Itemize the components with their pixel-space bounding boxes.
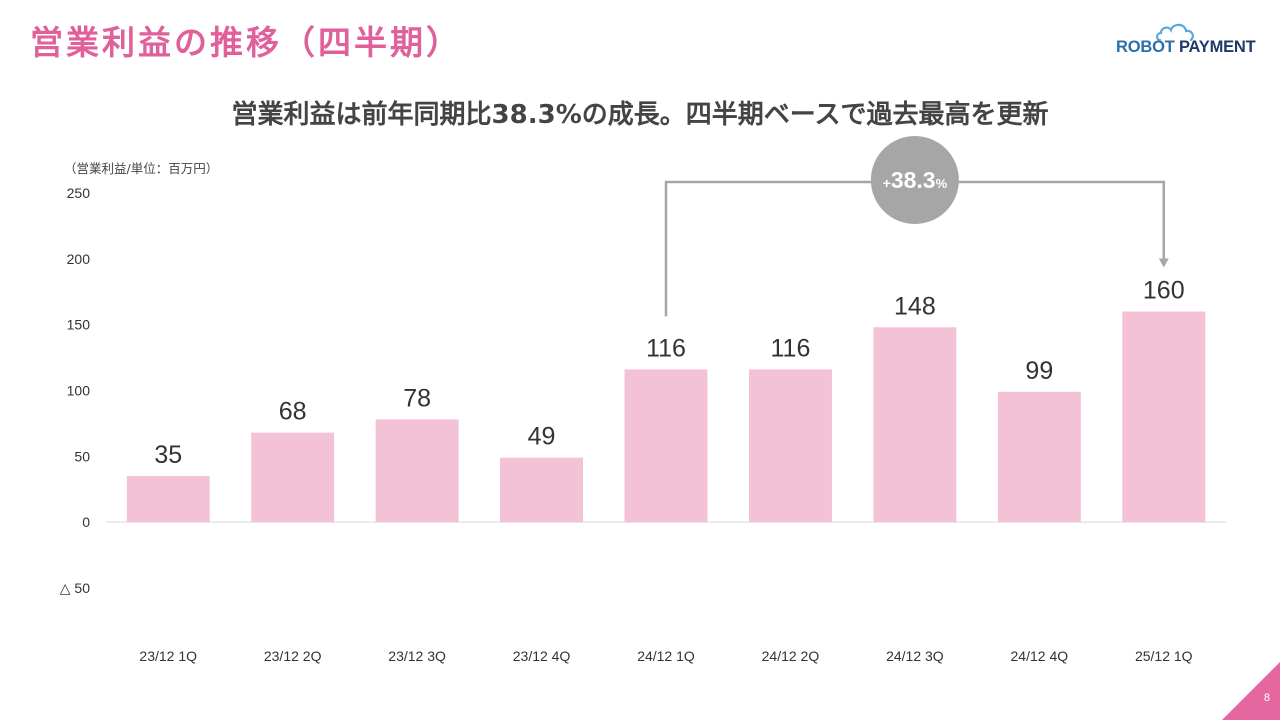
growth-annotation: +38.3% [664, 136, 1169, 317]
data-label: 99 [1025, 357, 1053, 385]
x-tick-label: 24/12 2Q [762, 648, 820, 664]
growth-unit: % [936, 176, 948, 191]
arrow-down-icon [1158, 258, 1169, 268]
x-tick-label: 23/12 2Q [264, 648, 322, 664]
y-tick-label: 0 [82, 514, 90, 530]
growth-sign: + [883, 175, 891, 191]
y-tick-label: △ 50 [60, 580, 90, 596]
logo-text-robot: ROBOT [1116, 38, 1175, 56]
data-label: 116 [646, 334, 686, 362]
page-corner-decoration [1222, 662, 1280, 720]
bars-group [126, 311, 1206, 523]
data-label: 35 [154, 441, 182, 469]
y-tick-label: 250 [67, 185, 91, 201]
growth-value: 38.3 [891, 167, 936, 193]
x-tick-label: 25/12 1Q [1135, 648, 1193, 664]
y-tick-label: 150 [67, 317, 91, 333]
page-title: 営業利益の推移（四半期） [30, 23, 462, 62]
data-label: 116 [771, 334, 811, 362]
bar [873, 327, 957, 523]
y-axis: 250 200 150 100 50 0 △ 50 [60, 185, 90, 596]
data-label: 78 [403, 384, 431, 412]
logo-text-payment: PAYMENT [1174, 38, 1256, 56]
y-tick-label: 200 [67, 251, 91, 267]
cloud-icon [1156, 23, 1194, 42]
data-label: 148 [894, 292, 936, 320]
unit-note: （営業利益/単位：百万円） [64, 161, 219, 176]
x-tick-label: 24/12 3Q [886, 648, 944, 664]
company-logo: ROBOT PAYMENT [1116, 22, 1260, 64]
bar [748, 369, 832, 523]
bar [126, 476, 210, 523]
bar [500, 457, 584, 523]
bar [1122, 311, 1206, 523]
page-number: 8 [1263, 692, 1270, 704]
x-tick-label: 23/12 3Q [388, 648, 446, 664]
growth-badge [870, 136, 959, 224]
chart-subtitle: 営業利益は前年同期比38.3%の成長。四半期ベースで過去最高を更新 [231, 100, 1049, 130]
bar [375, 419, 459, 523]
x-tick-label: 24/12 4Q [1011, 648, 1069, 664]
data-label: 49 [528, 423, 556, 451]
bar [624, 369, 708, 523]
x-tick-label: 24/12 1Q [637, 648, 695, 664]
data-label: 160 [1143, 277, 1185, 305]
x-tick-label: 23/12 1Q [139, 648, 197, 664]
x-axis: 23/12 1Q 23/12 2Q 23/12 3Q 23/12 4Q 24/12 1Q… [139, 648, 1192, 664]
bar [997, 391, 1081, 523]
y-tick-label: 100 [67, 383, 91, 399]
bar [251, 432, 335, 523]
growth-badge-label: +38.3% [883, 167, 948, 193]
y-tick-label: 50 [74, 448, 90, 464]
data-label: 68 [279, 398, 307, 426]
x-tick-label: 23/12 4Q [513, 648, 571, 664]
data-labels-group: 35 68 78 49 116 116 148 99 160 [154, 277, 1184, 470]
